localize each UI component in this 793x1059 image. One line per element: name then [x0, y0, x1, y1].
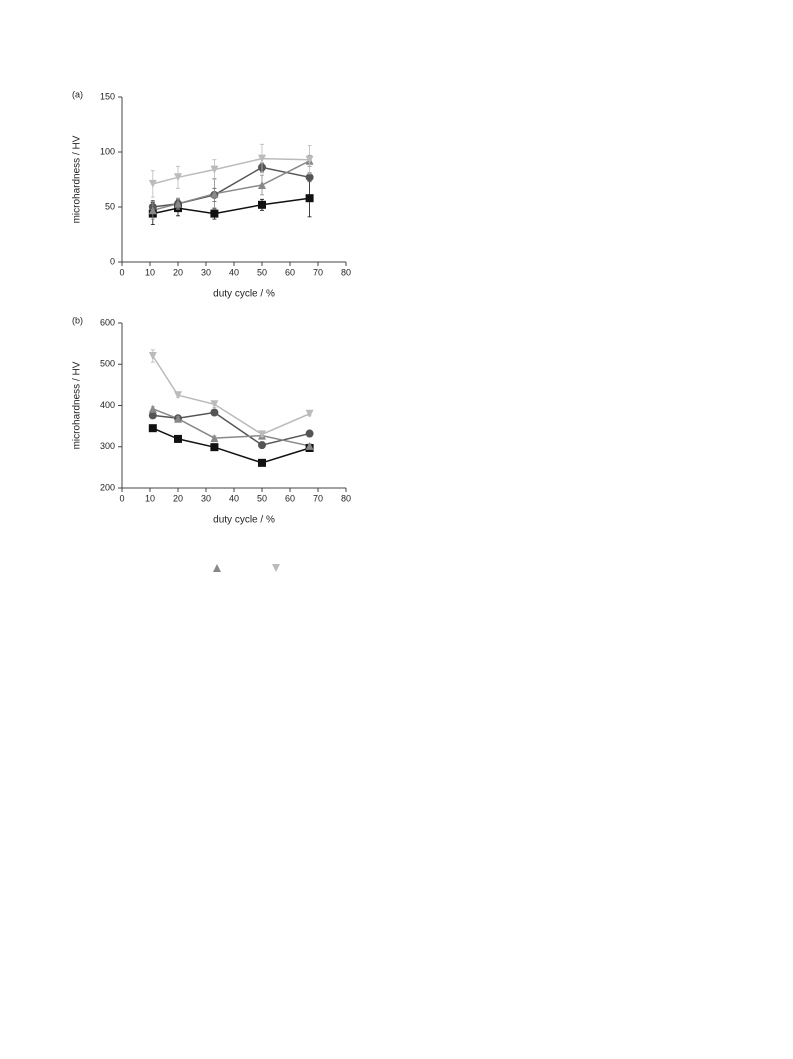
y-axis-label: microhardness / HV — [72, 361, 83, 449]
marker — [210, 408, 219, 417]
x-tick-label: 10 — [145, 493, 155, 503]
marker — [305, 409, 314, 418]
marker — [258, 441, 266, 450]
marker — [174, 414, 182, 423]
x-tick-label: 20 — [173, 267, 183, 277]
y-tick-label: 300 — [100, 441, 115, 451]
y-axis-label: microhardness / HV — [72, 135, 83, 223]
y-tick-label: 50 — [105, 201, 115, 211]
marker — [305, 429, 314, 438]
marker — [148, 179, 157, 188]
y-tick-label: 200 — [100, 482, 115, 492]
marker — [305, 173, 314, 182]
y-tick-label: 100 — [100, 146, 115, 156]
marker — [258, 200, 266, 209]
y-tick-label: 600 — [100, 317, 115, 327]
series-line — [152, 157, 310, 185]
marker — [174, 391, 182, 400]
x-tick-label: 80 — [341, 493, 351, 503]
marker — [148, 352, 157, 360]
x-tick-label: 50 — [257, 493, 267, 503]
marker — [258, 181, 266, 189]
x-tick-label: 10 — [145, 267, 155, 277]
x-tick-label: 60 — [285, 493, 295, 503]
legend-marker — [272, 564, 280, 572]
x-tick-label: 70 — [313, 267, 323, 277]
marker — [258, 458, 266, 467]
marker — [174, 434, 182, 443]
marker — [174, 199, 182, 208]
marker — [210, 209, 219, 218]
y-tick-label: 500 — [100, 359, 115, 369]
y-tick-label: 400 — [100, 400, 115, 410]
x-tick-label: 50 — [257, 267, 267, 277]
x-tick-label: 80 — [341, 267, 351, 277]
panel-label: (b) — [72, 315, 83, 325]
x-tick-label: 60 — [285, 267, 295, 277]
x-axis-label: duty cycle / % — [213, 515, 275, 526]
marker — [305, 194, 314, 203]
x-axis-label: duty cycle / % — [213, 289, 275, 300]
x-tick-label: 0 — [119, 493, 124, 503]
x-tick-label: 40 — [229, 493, 239, 503]
y-tick-label: 150 — [100, 91, 115, 101]
marker — [258, 154, 266, 163]
marker — [210, 165, 219, 174]
x-tick-label: 30 — [201, 493, 211, 503]
x-tick-label: 40 — [229, 267, 239, 277]
x-tick-label: 70 — [313, 493, 323, 503]
panel-label: (a) — [72, 89, 83, 99]
marker — [148, 206, 157, 215]
marker — [148, 424, 157, 433]
x-tick-label: 20 — [173, 493, 183, 503]
marker — [210, 400, 219, 409]
x-tick-label: 0 — [119, 267, 124, 277]
x-tick-label: 30 — [201, 267, 211, 277]
y-tick-label: 0 — [110, 256, 115, 266]
marker — [210, 443, 219, 452]
marker — [258, 430, 266, 439]
legend-marker — [213, 564, 221, 572]
marker — [148, 404, 157, 413]
marker — [148, 411, 157, 420]
series-line — [152, 427, 310, 464]
marker — [305, 441, 314, 450]
marker — [174, 173, 182, 182]
marker — [305, 155, 314, 164]
marker — [210, 434, 219, 443]
marker — [210, 189, 219, 198]
